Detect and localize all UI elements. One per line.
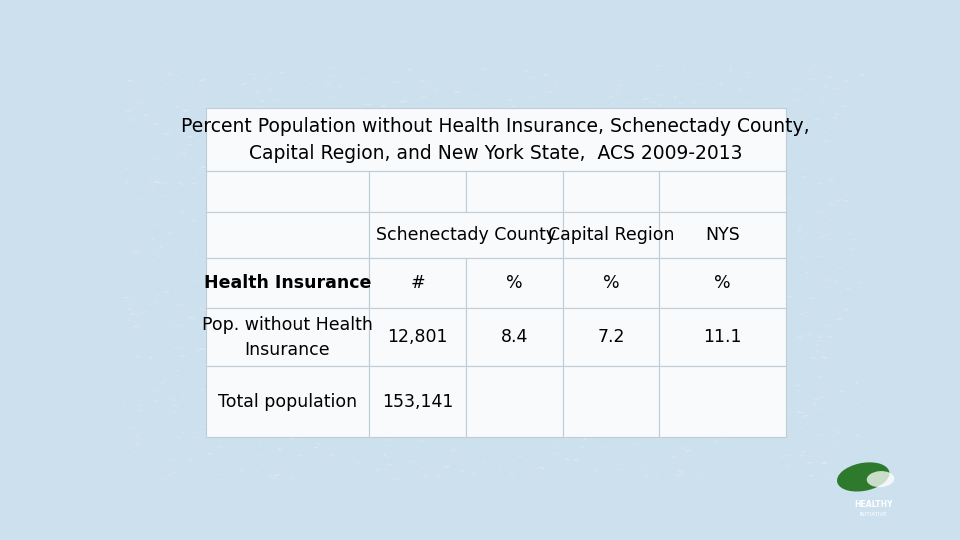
Text: 8.4: 8.4 xyxy=(500,328,528,346)
Text: 12,801: 12,801 xyxy=(387,328,448,346)
Bar xyxy=(563,258,660,308)
Bar xyxy=(466,366,563,437)
Bar xyxy=(205,308,370,366)
Bar xyxy=(563,212,660,258)
Bar xyxy=(466,171,563,212)
Bar xyxy=(205,212,370,258)
Text: Total population: Total population xyxy=(218,393,357,410)
Text: Health Insurance: Health Insurance xyxy=(204,274,372,292)
Ellipse shape xyxy=(837,462,890,491)
Bar xyxy=(370,212,563,258)
Text: %: % xyxy=(603,274,619,292)
Bar xyxy=(563,171,660,212)
Text: 153,141: 153,141 xyxy=(382,393,453,410)
Bar xyxy=(370,308,466,366)
Bar xyxy=(563,366,660,437)
Text: %: % xyxy=(506,274,522,292)
Bar xyxy=(205,171,370,212)
Bar xyxy=(660,258,786,308)
Bar xyxy=(660,308,786,366)
Ellipse shape xyxy=(867,471,895,487)
Bar xyxy=(466,308,563,366)
Bar xyxy=(660,366,786,437)
Text: Pop. without Health
Insurance: Pop. without Health Insurance xyxy=(202,316,372,359)
Text: Capital Region: Capital Region xyxy=(548,226,674,244)
Bar xyxy=(563,308,660,366)
Text: INITIATIVE: INITIATIVE xyxy=(860,511,887,517)
Text: HEALTHY: HEALTHY xyxy=(854,500,893,509)
Bar xyxy=(370,366,466,437)
Bar xyxy=(370,171,466,212)
Bar xyxy=(205,109,786,171)
Text: #: # xyxy=(410,274,425,292)
Bar xyxy=(660,171,786,212)
Bar xyxy=(205,258,370,308)
Bar xyxy=(370,258,466,308)
Text: 7.2: 7.2 xyxy=(597,328,625,346)
Text: 11.1: 11.1 xyxy=(704,328,742,346)
Text: Percent Population without Health Insurance, Schenectady County,
Capital Region,: Percent Population without Health Insura… xyxy=(181,117,810,163)
Bar xyxy=(205,366,370,437)
Text: %: % xyxy=(714,274,731,292)
Text: NYS: NYS xyxy=(706,226,740,244)
Text: Schenectady County: Schenectady County xyxy=(376,226,556,244)
Bar xyxy=(660,212,786,258)
Bar xyxy=(466,258,563,308)
